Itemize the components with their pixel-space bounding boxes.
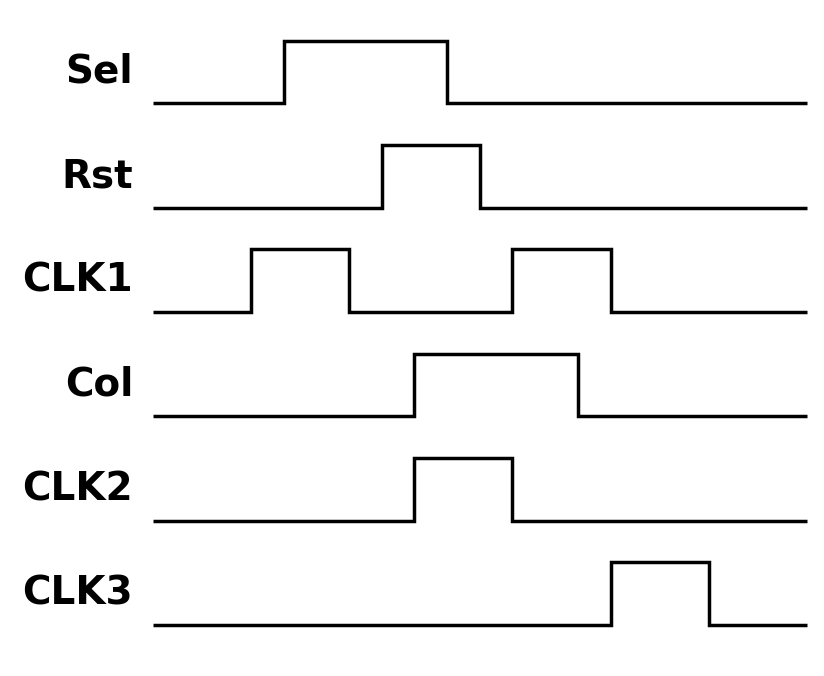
Text: CLK1: CLK1 <box>22 262 133 299</box>
Text: CLK3: CLK3 <box>22 575 133 612</box>
Text: Col: Col <box>65 366 133 404</box>
Text: CLK2: CLK2 <box>22 470 133 508</box>
Text: Rst: Rst <box>62 158 133 195</box>
Text: Sel: Sel <box>65 53 133 91</box>
